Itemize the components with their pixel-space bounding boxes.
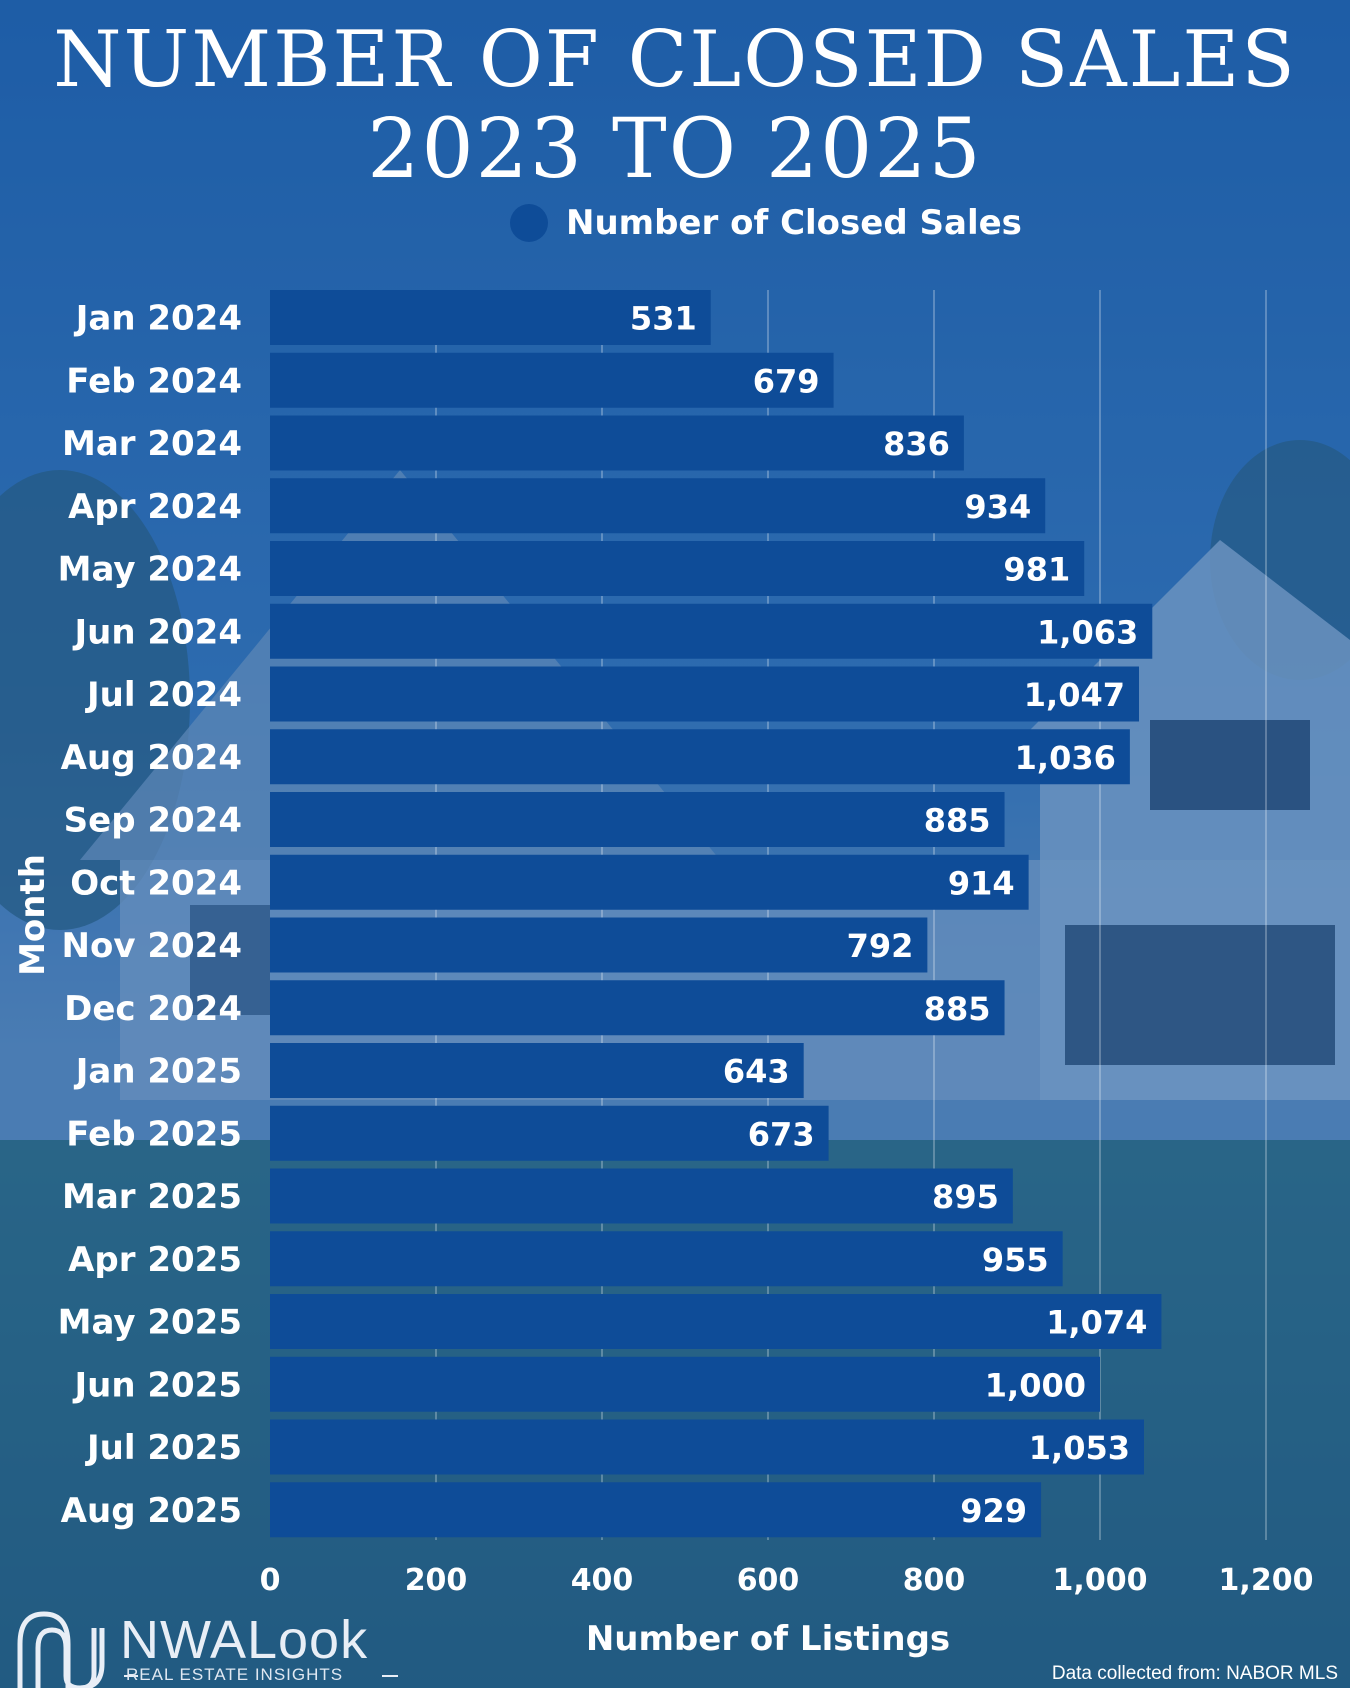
- category-label: May 2025: [58, 1303, 242, 1343]
- x-tick-label: 600: [737, 1563, 800, 1598]
- data-label: 1,053: [1029, 1429, 1130, 1467]
- data-label: 929: [960, 1492, 1027, 1530]
- bar: [270, 917, 928, 973]
- data-label: 955: [982, 1241, 1049, 1279]
- category-label: Jun 2025: [72, 1365, 242, 1405]
- bar: [270, 478, 1046, 534]
- bar: [270, 603, 1153, 659]
- category-label: Sep 2024: [64, 801, 242, 841]
- data-label: 1,047: [1024, 676, 1125, 714]
- x-tick-label: 0: [260, 1563, 281, 1598]
- data-label: 1,036: [1015, 739, 1116, 777]
- x-tick-label: 400: [571, 1563, 634, 1598]
- x-axis-title: Number of Listings: [586, 1619, 950, 1659]
- data-label: 981: [1003, 551, 1070, 589]
- bar: [270, 1294, 1162, 1349]
- title-line-2: 2023 TO 2025: [367, 102, 983, 197]
- brand-name: NWALook: [120, 1610, 369, 1670]
- category-label: Mar 2024: [62, 424, 242, 464]
- category-label: Jun 2024: [72, 612, 242, 652]
- bar: [270, 1419, 1144, 1475]
- legend-marker: [510, 204, 548, 242]
- category-label: Apr 2025: [68, 1240, 242, 1280]
- data-source-note: Data collected from: NABOR MLS: [1051, 1663, 1338, 1684]
- bar: [270, 1105, 829, 1161]
- bar: [270, 1482, 1042, 1538]
- data-label: 673: [748, 1115, 815, 1153]
- data-label: 643: [723, 1053, 790, 1091]
- data-label: 885: [924, 990, 991, 1028]
- category-label: Feb 2024: [66, 361, 242, 401]
- bar: [270, 980, 1005, 1036]
- x-tick-label: 1,200: [1219, 1563, 1314, 1598]
- y-axis-title: Month: [13, 854, 53, 976]
- category-label: Nov 2024: [62, 926, 242, 966]
- category-label: Dec 2024: [64, 989, 242, 1029]
- data-label: 836: [883, 425, 950, 463]
- category-label: Jan 2024: [74, 299, 242, 339]
- bar: [270, 1231, 1063, 1287]
- category-label: Oct 2024: [70, 863, 242, 903]
- data-label: 934: [964, 488, 1031, 526]
- bar: [270, 854, 1029, 910]
- category-label: Jan 2025: [74, 1052, 242, 1092]
- category-label: Aug 2024: [61, 738, 242, 778]
- bar: [270, 666, 1140, 722]
- category-label: Apr 2024: [68, 487, 242, 527]
- x-tick-label: 200: [405, 1563, 468, 1598]
- data-label: 1,000: [985, 1366, 1086, 1404]
- data-label: 792: [847, 927, 914, 965]
- bar: [270, 1356, 1100, 1412]
- bar: [270, 415, 964, 471]
- data-label: 679: [753, 362, 820, 400]
- data-label: 1,063: [1037, 613, 1138, 651]
- category-label: Jul 2024: [85, 675, 242, 715]
- data-label: 895: [932, 1178, 999, 1216]
- category-label: May 2024: [58, 550, 242, 590]
- data-label: 914: [948, 864, 1015, 902]
- category-label: Jul 2025: [85, 1428, 242, 1468]
- bar: [270, 792, 1005, 847]
- legend: Number of Closed Sales: [510, 200, 1022, 246]
- category-label: Aug 2025: [61, 1491, 242, 1531]
- legend-label: Number of Closed Sales: [566, 203, 1022, 243]
- bar: [270, 1043, 804, 1098]
- bar: [270, 729, 1130, 785]
- bar: [270, 541, 1085, 596]
- brand-tagline: REAL ESTATE INSIGHTS: [126, 1665, 344, 1684]
- title-line-1: NUMBER OF CLOSED SALES: [53, 15, 1297, 105]
- category-label: Mar 2025: [62, 1177, 242, 1217]
- data-label: 1,074: [1046, 1304, 1147, 1342]
- bar: [270, 290, 711, 345]
- bar: [270, 1168, 1013, 1224]
- data-label: 531: [630, 300, 697, 338]
- category-label: Feb 2025: [66, 1114, 242, 1154]
- x-tick-label: 800: [903, 1563, 966, 1598]
- data-label: 885: [924, 802, 991, 840]
- x-tick-label: 1,000: [1053, 1563, 1148, 1598]
- bar: [270, 352, 834, 408]
